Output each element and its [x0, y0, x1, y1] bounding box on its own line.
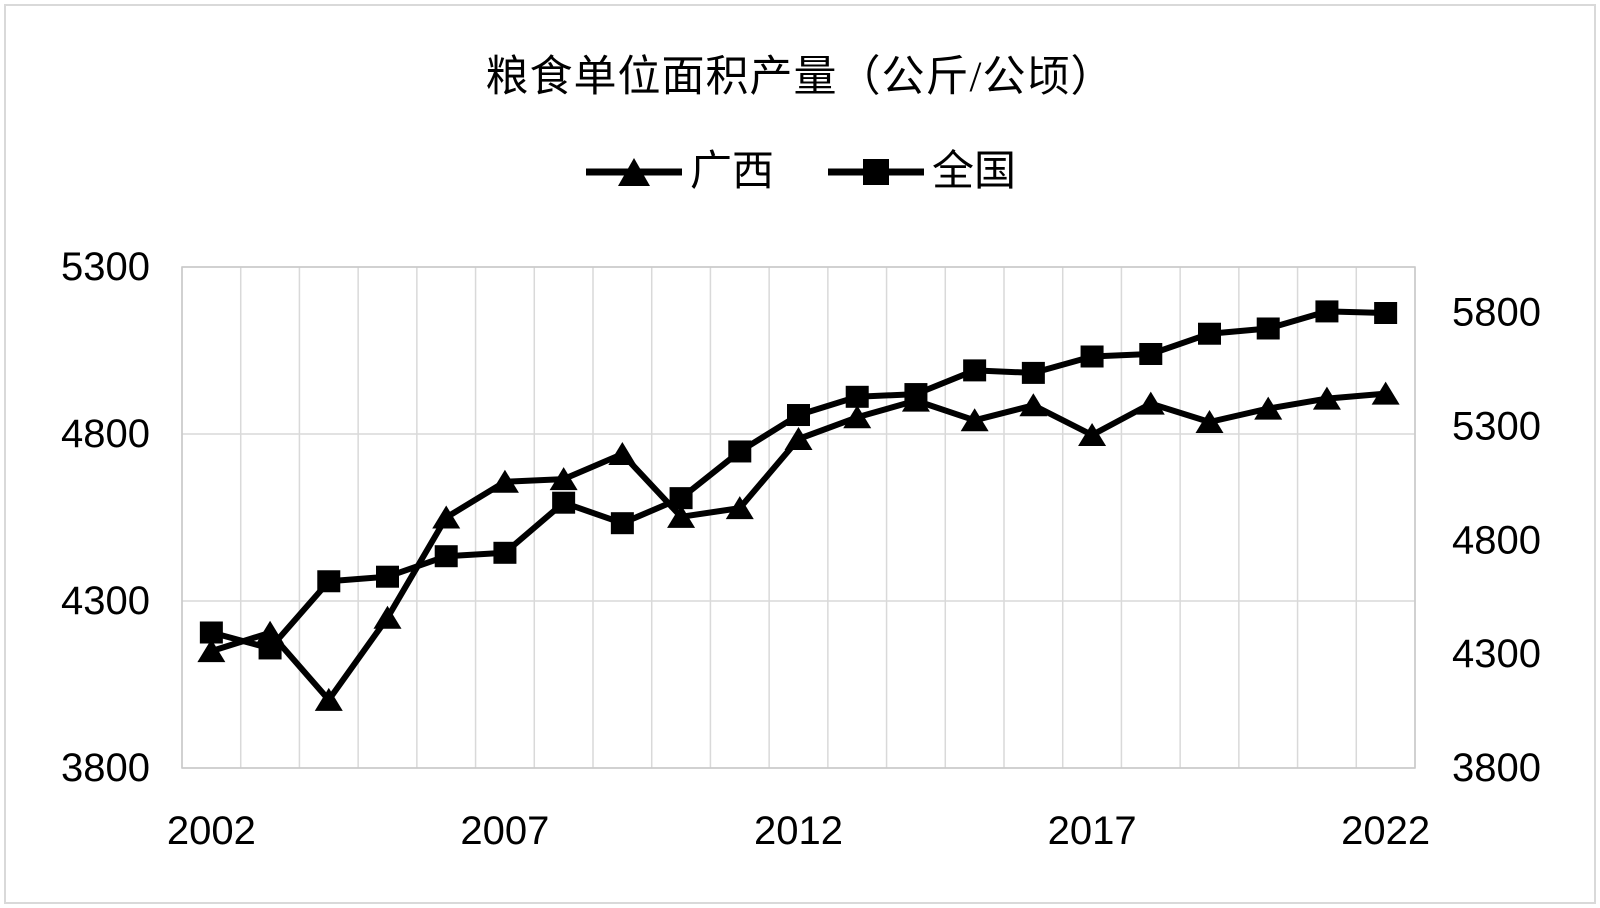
square-marker [787, 404, 810, 427]
left-axis-tick-label: 4800 [61, 412, 150, 456]
square-marker [1139, 342, 1163, 365]
triangle-marker [667, 504, 696, 528]
square-marker [434, 545, 458, 568]
triangle-marker [373, 605, 402, 629]
legend-item-national: 全国 [826, 150, 1016, 194]
triangle-marker [843, 405, 872, 429]
triangle-marker [432, 505, 461, 529]
triangle-marker [1078, 423, 1107, 447]
left-axis-tick-label: 3800 [61, 746, 150, 790]
right-axis-tick-label: 5300 [1452, 404, 1541, 448]
triangle-marker [490, 469, 519, 493]
triangle-marker [1254, 396, 1283, 420]
triangle-marker [784, 427, 813, 451]
left-axis-tick-label: 5300 [61, 245, 150, 289]
square-marker [493, 541, 517, 564]
triangle-marker [608, 442, 637, 466]
square-marker [258, 637, 282, 660]
square-marker [963, 359, 987, 382]
square-marker [552, 491, 576, 514]
legend-item-guangxi: 广西 [584, 150, 774, 194]
chart-title: 粮食单位面积产量（公斤/公顷） [485, 54, 1115, 101]
legend-label-guangxi: 广西 [689, 149, 774, 195]
legend-label-national: 全国 [932, 149, 1017, 195]
triangle-marker [314, 687, 343, 711]
left-axis-tick-label: 4300 [61, 579, 150, 623]
square-marker [845, 385, 869, 408]
square-series-legend-icon [828, 159, 924, 185]
triangle-marker [1136, 391, 1165, 415]
triangle-marker [1019, 393, 1048, 417]
plot-border [181, 266, 1416, 769]
square-marker [1080, 345, 1104, 368]
square-marker [376, 565, 399, 588]
x-axis-tick-label: 2002 [167, 809, 256, 853]
series-national-line [210, 308, 1386, 652]
right-axis-tick-label: 5800 [1452, 291, 1541, 335]
triangle-marker [197, 639, 226, 663]
triangle-marker [549, 467, 578, 491]
square-marker [317, 570, 341, 593]
square-marker [1315, 300, 1339, 323]
square-marker [199, 621, 223, 644]
square-marker [904, 383, 928, 406]
triangle-marker [1195, 409, 1224, 433]
square-marker [1374, 302, 1398, 325]
square-marker [728, 440, 752, 463]
square-marker [669, 487, 693, 510]
triangle-series-legend-icon [585, 158, 682, 186]
triangle-marker [725, 496, 754, 520]
triangle-marker [1371, 381, 1400, 405]
square-marker [610, 512, 634, 535]
right-axis-tick-label: 3800 [1452, 746, 1541, 790]
right-axis-tick-label: 4800 [1452, 518, 1541, 562]
square-marker [1021, 361, 1045, 384]
x-axis-tick-label: 2022 [1341, 809, 1430, 853]
x-axis-tick-label: 2017 [1048, 809, 1137, 853]
legend: 广西 全国 [0, 150, 1600, 194]
square-marker [1256, 317, 1280, 340]
square-marker [1198, 322, 1221, 345]
right-axis-tick-label: 4300 [1452, 632, 1541, 676]
triangle-marker [1312, 386, 1341, 410]
triangle-marker [960, 408, 989, 432]
x-axis-tick-label: 2007 [460, 809, 549, 853]
x-axis-tick-label: 2012 [754, 809, 843, 853]
